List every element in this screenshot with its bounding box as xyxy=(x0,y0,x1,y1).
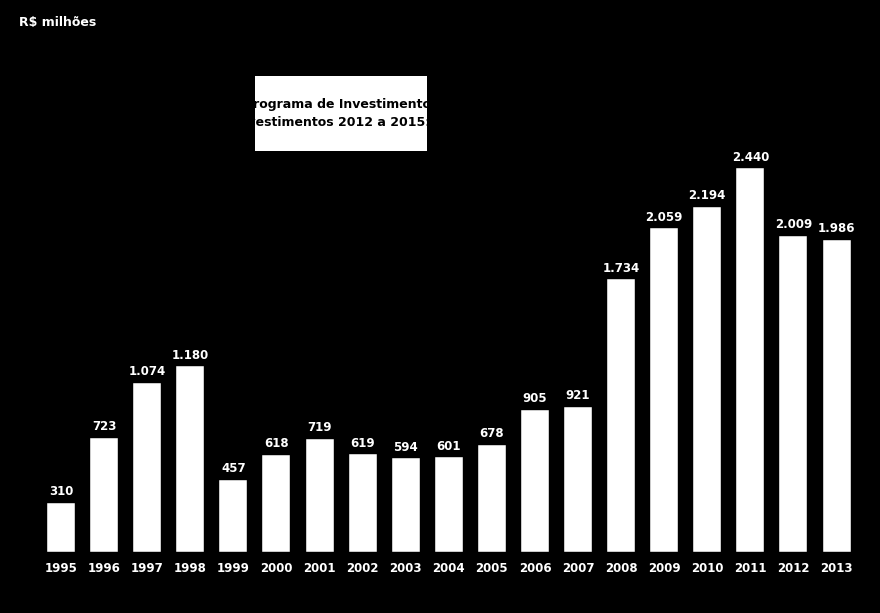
Bar xyxy=(348,454,377,552)
Bar xyxy=(176,367,204,552)
FancyBboxPatch shape xyxy=(255,76,428,151)
Bar xyxy=(435,457,463,552)
Bar xyxy=(478,445,506,552)
Bar xyxy=(90,438,118,552)
Text: 1.180: 1.180 xyxy=(172,349,209,362)
Text: R$ milhões: R$ milhões xyxy=(18,16,96,29)
Bar xyxy=(650,228,678,552)
Text: 678: 678 xyxy=(480,427,504,441)
Bar xyxy=(262,455,290,552)
Bar xyxy=(392,459,420,552)
Bar xyxy=(47,503,75,552)
Text: 723: 723 xyxy=(92,421,116,433)
Bar xyxy=(133,383,161,552)
Bar xyxy=(305,439,334,552)
Bar xyxy=(219,480,247,552)
Text: Programa de Investimentos
Previsão de investimentos 2012 a 2015: R$ 7,8 bilhões: Programa de Investimentos Previsão de in… xyxy=(148,98,534,129)
Text: 601: 601 xyxy=(436,440,461,452)
Text: 457: 457 xyxy=(221,462,246,475)
Text: 2.194: 2.194 xyxy=(689,189,726,202)
Bar xyxy=(607,280,635,552)
Text: 905: 905 xyxy=(523,392,547,405)
Text: 2.059: 2.059 xyxy=(646,210,683,224)
Text: 594: 594 xyxy=(393,441,418,454)
Text: 921: 921 xyxy=(566,389,590,402)
Bar xyxy=(693,207,722,552)
Bar xyxy=(564,407,592,552)
Text: 1.734: 1.734 xyxy=(603,262,640,275)
Text: 1.986: 1.986 xyxy=(818,222,855,235)
Bar xyxy=(737,169,765,552)
Bar xyxy=(521,409,549,552)
Text: 1.074: 1.074 xyxy=(128,365,165,378)
Text: 2.440: 2.440 xyxy=(731,151,769,164)
Text: 719: 719 xyxy=(307,421,332,434)
Text: 310: 310 xyxy=(49,485,73,498)
Text: 2.009: 2.009 xyxy=(775,218,812,232)
Bar xyxy=(780,236,808,552)
Bar xyxy=(823,240,851,552)
Text: 618: 618 xyxy=(264,437,289,450)
Text: 619: 619 xyxy=(350,436,375,450)
